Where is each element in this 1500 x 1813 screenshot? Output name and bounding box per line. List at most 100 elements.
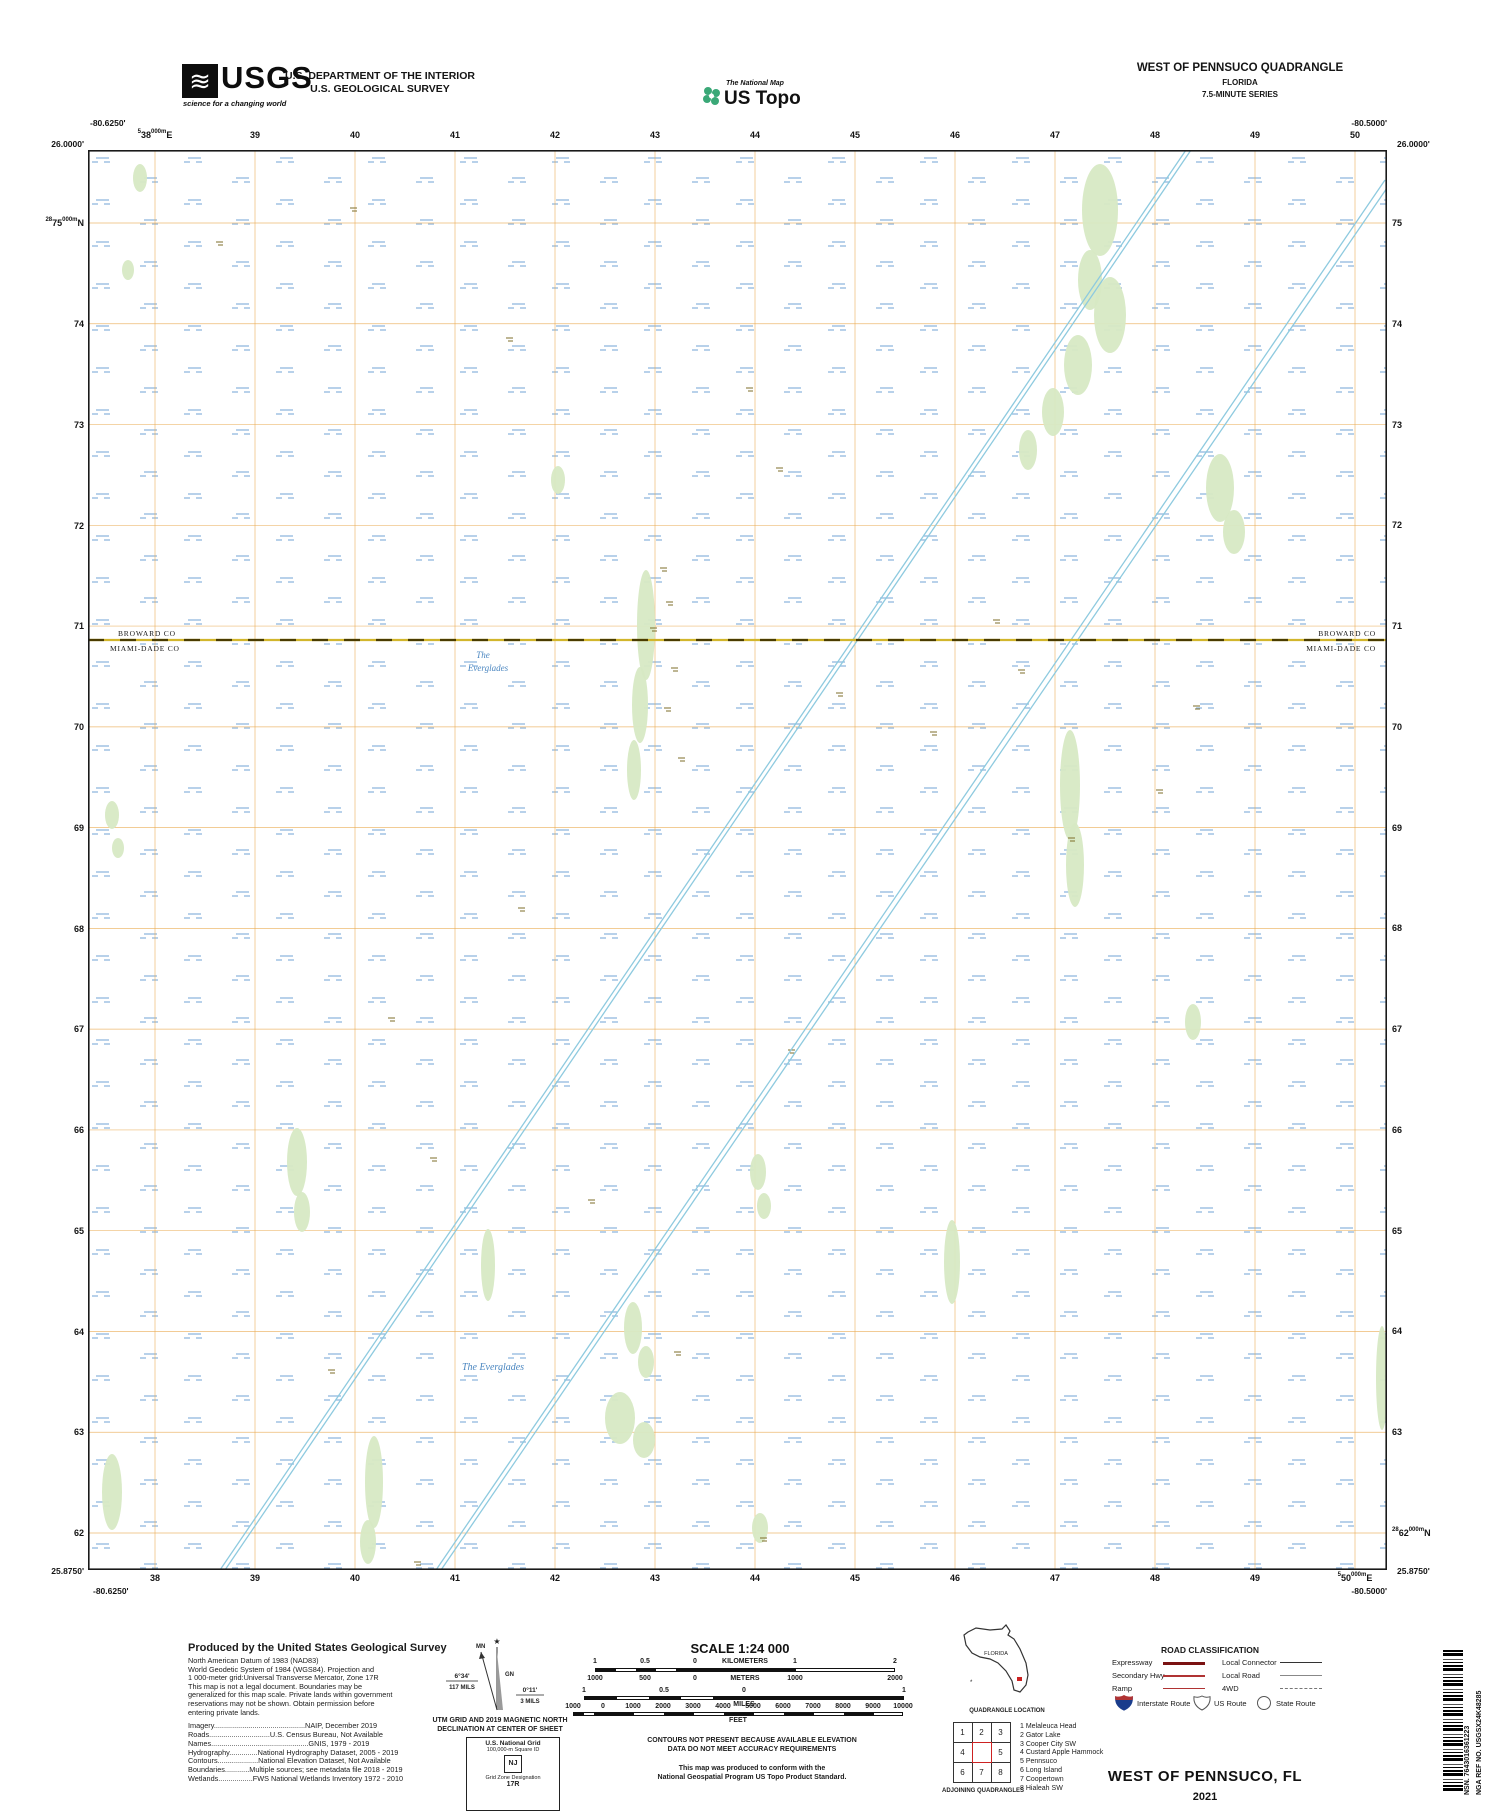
vegetation-patch [1376,1326,1387,1430]
adjoining-name: 2 Gator Lake [1020,1731,1061,1739]
nga-ref-number: NGA REF NO. USGSX24K48285 [1476,1690,1483,1795]
declination-diagram: ★ GN MN 6°34' 117 MILS 0°11' 3 MILS [446,1637,544,1711]
county-label-broward-right: BROWARD CO [1318,629,1376,638]
grid-label: 44 [749,1573,761,1583]
corner-tl-lon: -80.6250' [90,118,126,128]
corner-tr-lat: 26.0000' [1397,139,1430,149]
mile-tick-labels: 1 0.5 0 1 [0,1687,1500,1696]
grid-label: 71 [1392,621,1403,632]
tick-label: 2 [893,1658,897,1665]
tussock-mark [760,1537,767,1542]
tick-label: KILOMETERS [722,1658,768,1665]
canal-line [440,187,1387,1570]
quad-state: FLORIDA [1222,78,1258,87]
adjoining-cell: 8 [990,1761,1011,1783]
credits-paragraph-1: North American Datum of 1983 (NAD83) Worl… [188,1656,488,1717]
grid-label: 45 [849,1573,861,1583]
tussock-mark [993,619,1000,624]
credits-source-line: Wetlands.................FWS National We… [188,1773,404,1783]
adjoining-cell: 2 [971,1721,992,1743]
grid-label: 73 [73,419,84,430]
county-boundary: BROWARD CO MIAMI-DADE CO BROWARD CO MIAM… [88,629,1387,653]
adjoining-cell: 7 [971,1761,992,1783]
sup: 000m [150,129,167,135]
scale-bar-feet-left [573,1712,603,1716]
grid-label: 66 [1392,1124,1403,1135]
tick-label: 0 [693,1658,697,1665]
agency-header: U.S. DEPARTMENT OF THE INTERIOR U.S. GEO… [240,70,520,96]
standard-note: This map was produced to conform with th… [572,1764,932,1782]
canal-line [435,179,1386,1570]
vegetation-patch [752,1513,768,1543]
credits-line: North American Datum of 1983 (NAD83) [188,1656,319,1665]
tick-label: 1 [582,1687,586,1694]
vegetation-patch [133,164,147,192]
tick-label: 6000 [775,1703,791,1710]
tick-label: 0 [693,1675,697,1682]
vegetation-patch [122,260,134,280]
road-sample-local-connector [1280,1662,1322,1663]
contour-note: CONTOURS NOT PRESENT BECAUSE AVAILABLE E… [572,1736,932,1754]
tussock-mark [518,907,525,912]
county-label-broward-left: BROWARD CO [118,629,176,638]
road-label-state-route: State Route [1276,1699,1316,1708]
usgs-wave-icon: ≋ [189,66,211,96]
corner-tl-lat: 26.0000' [51,139,84,149]
grid-label: 73 [1392,419,1403,430]
credits-title: Produced by the United States Geological… [188,1642,447,1654]
tick-label: 2000 [887,1675,903,1682]
tick-label: 0 [601,1703,605,1710]
adjoining-cell: 5 [990,1741,1011,1763]
road-label-4wd: 4WD [1222,1684,1239,1693]
vegetation-patch [757,1193,771,1219]
tick-label: 500 [639,1675,651,1682]
road-label-ramp: Ramp [1112,1684,1133,1693]
road-classification-title: ROAD CLASSIFICATION [1160,1645,1260,1655]
everglades-label-lower: The Everglades [462,1362,524,1373]
corner-bl-lon: -80.6250' [93,1586,129,1596]
grid-label: 42 [549,1573,561,1583]
vegetation-patch [102,1454,122,1530]
sheet-title: WEST OF PENNSUCO, FL [1107,1768,1303,1785]
vegetation-patch [632,667,648,743]
vegetation-patch [633,1422,655,1458]
grid-label: 39 [249,1573,261,1583]
vegetation-patch [638,1346,654,1378]
quad-series: 7.5-MINUTE SERIES [1201,90,1278,99]
vegetation-patch [1066,823,1084,907]
road-sample-secondary [1163,1675,1205,1677]
tick-label: 1000 [565,1703,581,1710]
county-label-dade-left: MIAMI-DADE CO [110,644,180,653]
ustopo-icon [703,87,720,105]
vegetation-patch [605,1392,635,1444]
tick-label: 8000 [835,1703,851,1710]
scale-bar-feet-right [603,1712,903,1716]
nsn-number: NSN. 7643016361223 [1464,1725,1471,1795]
tussock-mark [660,567,667,572]
credits-source-line: Imagery.................................… [188,1721,378,1731]
vegetation-patch [360,1520,376,1564]
grid-label: 43 [649,130,661,140]
agency-line1: U.S. DEPARTMENT OF THE INTERIOR [285,70,475,82]
dir: N [77,218,85,228]
sup: 5 [1337,1572,1341,1578]
usng-square: NJ [504,1755,522,1773]
adjoining-name: 4 Custard Apple Hammock [1020,1749,1104,1757]
tussock-mark [388,1017,395,1022]
adjoining-name: 8 Hialeah SW [1020,1784,1063,1792]
sheet-year: 2021 [1192,1791,1218,1803]
grid-label: 67 [1392,1024,1403,1035]
quadrangle-title: WEST OF PENNSUCO QUADRANGLE FLORIDA 7.5-… [1100,62,1380,99]
grid-north-wedge [497,1652,503,1710]
vegetation-patch [627,740,641,800]
credits-line: 1 000-meter grid:Universal Transverse Me… [188,1673,379,1683]
grid-label: 45 [849,130,861,140]
grid-label: 69 [73,822,84,833]
credits-line: reservations may not be shown. Obtain pe… [188,1698,375,1708]
northing-full-top-left: 2875000mN [45,217,85,228]
adjoining-name: 3 Cooper City SW [1020,1740,1077,1748]
credits-source-line: Boundaries............Multiple sources; … [188,1765,403,1775]
grid-label: 42 [549,130,561,140]
county-label-dade-right: MIAMI-DADE CO [1306,644,1376,653]
credits-line: World Geodetic System of 1984 (WGS84). P… [188,1664,375,1674]
